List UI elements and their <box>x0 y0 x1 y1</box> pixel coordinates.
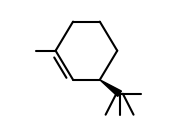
Polygon shape <box>100 80 121 96</box>
